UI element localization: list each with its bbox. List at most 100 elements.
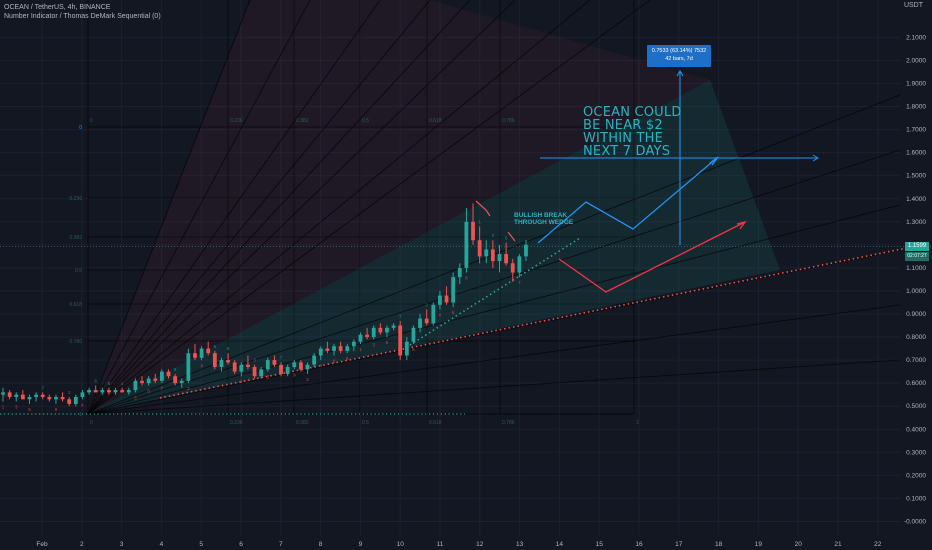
candle-body (464, 221, 469, 268)
fan-line (87, 0, 651, 415)
candles (1, 203, 528, 407)
candle-body (457, 267, 462, 278)
fib-label-top: 0.236 (230, 118, 243, 124)
candle-body (272, 360, 277, 365)
td-count: 8 (465, 276, 468, 281)
indicator-title[interactable]: Number Indicator / Thomas DeMark Sequent… (4, 13, 161, 20)
candle-body (371, 327, 376, 338)
td-count: 7 (399, 314, 402, 319)
blue-projection-path (537, 156, 719, 244)
td-count: 7 (280, 355, 283, 360)
candle-body (1, 392, 5, 395)
candle-body (34, 394, 38, 397)
td-count: 7 (518, 280, 521, 285)
measure-v-arrow (676, 70, 684, 77)
time-tick-label: 17 (675, 541, 683, 548)
fib-label-left: 0.382 (69, 235, 82, 241)
candle-body (107, 390, 111, 393)
td-count: 4 (439, 312, 442, 317)
td-count: 7 (41, 385, 44, 390)
candle-body (113, 390, 118, 393)
candle-body (47, 396, 52, 400)
td-count: 3 (372, 342, 375, 347)
td-count: 3 (134, 395, 137, 400)
price-tick-label: 0.9000 (906, 311, 926, 318)
candle-body (391, 325, 396, 328)
time-tick-label: 3 (120, 541, 124, 548)
td-count: 5 (28, 407, 31, 412)
td-count: 4 (81, 402, 84, 407)
fib-label-top: 0 (90, 118, 93, 124)
candle-body (54, 396, 58, 400)
price-tick-label: 0.3000 (906, 449, 926, 456)
candle-body (365, 334, 369, 338)
price-tick-label: 2.1000 (906, 34, 926, 41)
candle-body (285, 367, 290, 374)
td-count: 2 (306, 377, 309, 382)
candle-body (424, 318, 429, 324)
candle-body (7, 392, 12, 397)
countdown-tag: 02:07:27 (905, 252, 929, 261)
candle-body (166, 371, 171, 377)
fan-line (87, 0, 516, 415)
candle-body (60, 396, 65, 400)
time-axis[interactable]: Feb 2 3 4 5 6 7 8 9 10 11 12 13 14 15 16 17 18 19 20 21 22 (36, 541, 881, 548)
price-tick-label: -0.0000 (904, 518, 926, 525)
price-tick-label: 1.5000 (906, 173, 926, 180)
time-tick-label: 20 (795, 541, 803, 548)
price-tick-label: 1.7000 (906, 127, 926, 134)
fib-label-left: 0.786 (69, 339, 82, 345)
candle-body (338, 346, 343, 351)
price-axis[interactable]: 2.1000 2.0000 1.9000 1.8000 1.7000 1.6000 1.50… (904, 34, 926, 525)
td-count: 6 (94, 378, 97, 383)
candle-body (126, 390, 131, 393)
currency-label: USDT (903, 2, 923, 9)
td-count: 1 (121, 381, 124, 386)
fan-line (87, 0, 431, 415)
candle-body (497, 254, 502, 261)
candle-body (378, 327, 383, 333)
candle-body (67, 399, 72, 404)
candle-body (477, 240, 482, 257)
price-tick-label: 0.8000 (906, 334, 926, 341)
fib-label-bottom: 0.236 (230, 420, 243, 426)
candle-body (325, 348, 330, 351)
blue-arrowhead (709, 156, 719, 166)
td-count: 7 (161, 386, 164, 391)
candle-body (239, 364, 244, 372)
wedge-pointer (475, 200, 491, 217)
candle-body (133, 380, 138, 391)
fib-label-bottom: 0 (90, 420, 93, 426)
fan-line (87, 204, 901, 415)
time-tick-label: 12 (476, 541, 484, 548)
fib-label-left: 0.618 (69, 302, 82, 308)
time-tick-label: 13 (516, 541, 524, 548)
candle-body (80, 392, 85, 397)
fan-line (87, 304, 901, 415)
candle-body (299, 362, 303, 370)
candle-body (73, 396, 78, 404)
fib-label-bottom: 1 (636, 420, 639, 426)
symbol-title[interactable]: OCEAN / TetherUS, 4h, BINANCE (4, 4, 111, 11)
price-tick-label: 1.1000 (906, 265, 926, 272)
candle-body (40, 394, 45, 397)
fib-label-top: 0.786 (502, 118, 515, 124)
candle-body (292, 362, 297, 368)
time-tick-label: 10 (397, 541, 405, 548)
fan-line (87, 0, 311, 415)
td-count: 3 (253, 358, 256, 363)
measure-h-arrow (812, 154, 819, 162)
td-count: 1 (359, 347, 362, 352)
td-count: 5 (505, 236, 508, 241)
candle-body (332, 346, 336, 351)
measure-info-box: 0.7533 (63.14%) 7532 42 bars, 7d (647, 45, 711, 67)
candle-body (186, 353, 191, 381)
time-tick-label: 21 (834, 541, 842, 548)
candle-body (265, 360, 270, 370)
td-count: 4 (320, 363, 323, 368)
td-sequential-counts: 1 3 5 7 9 2 4 6 8 1 3 5 7 9 2 4 6 8 1 3 5 7 9 2 4 6 8 1 3 5 7 9 2 4 6 8 1 3 5 7 (2, 219, 521, 411)
candle-body (398, 325, 403, 356)
td-count: 6 (214, 344, 217, 349)
td-count: 5 (267, 375, 270, 380)
